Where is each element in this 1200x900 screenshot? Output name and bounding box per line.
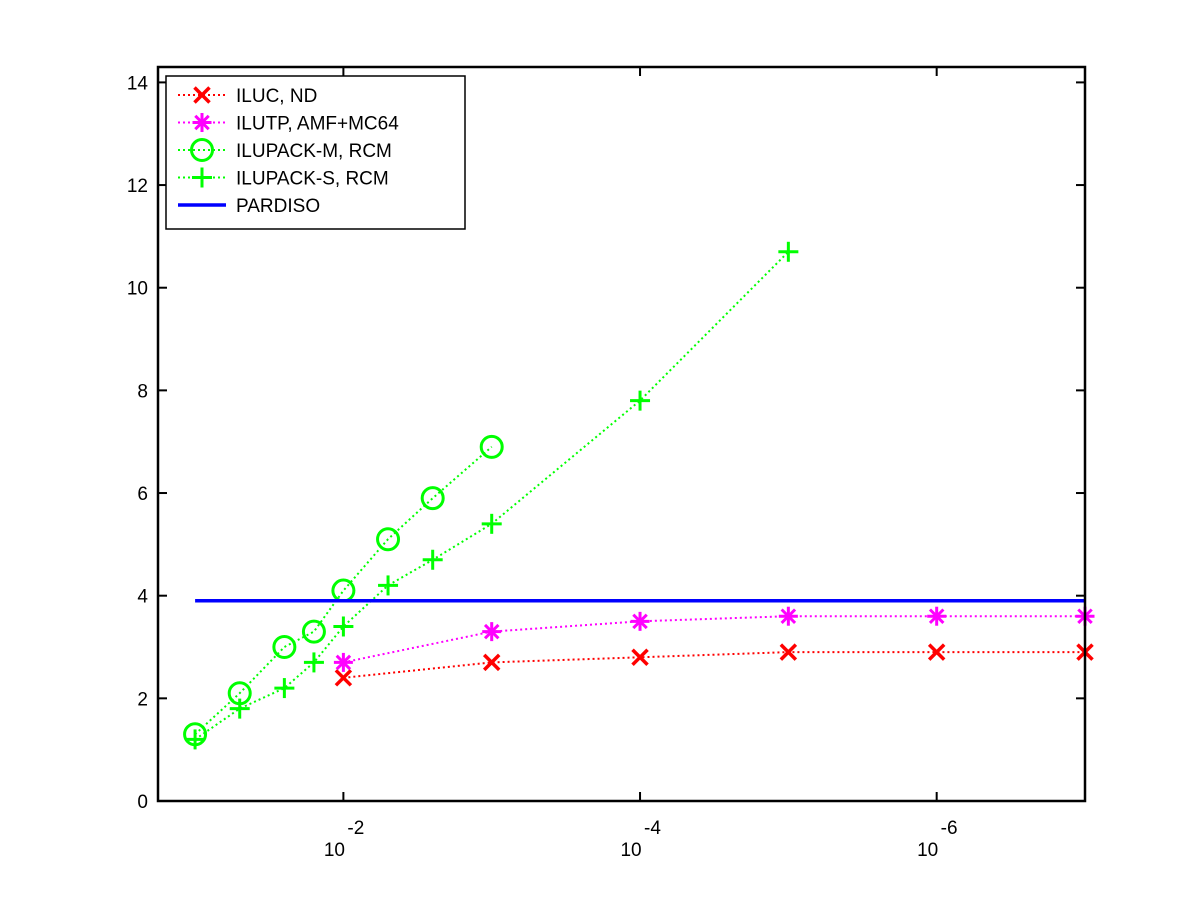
data-point [482,653,501,672]
data-point [333,616,354,637]
data-point [479,434,504,459]
data-point [301,619,326,644]
y-tick-label: 14 [127,73,149,94]
legend: ILUC, ND ILUTP, AMF+MC64 ILUPACK-M, RCM ILU… [165,75,466,230]
series-line [343,651,1085,679]
data-point [185,729,206,750]
data-point [333,652,353,672]
legend-item: PARDISO [178,196,320,217]
data-point [778,241,799,262]
series-line [343,615,1085,664]
data-point [303,652,324,673]
data-point [630,390,651,411]
x-tick-exponent: -2 [347,818,364,839]
x-tick-base: 10 [917,840,938,861]
plot-marks [183,241,1095,750]
x-tick-base: 10 [324,840,345,861]
legend-label: PARDISO [236,196,320,217]
data-point [274,678,295,699]
data-point [334,669,353,687]
data-point [481,513,502,534]
data-point [778,606,798,626]
x-tick-exponent: -6 [941,818,958,839]
legend-label: ILUC, ND [236,86,317,107]
data-point [630,611,650,631]
data-point [482,622,502,642]
y-tick-label: 0 [137,792,148,813]
legend-marker [193,86,211,104]
legend-label: ILUPACK-M, RCM [236,141,392,162]
data-point [229,698,250,719]
y-tick-label: 4 [137,587,148,608]
data-point [927,643,946,661]
data-point [272,635,297,660]
legend-label: ILUPACK-S, RCM [236,169,389,190]
y-tick-label: 12 [127,176,148,197]
series-line [194,251,790,741]
legend-item: ILUPACK-M, RCM [178,138,392,162]
axes-box [156,65,1087,803]
legend-item: ILUTP, AMF+MC64 [178,113,399,135]
legend-item: ILUC, ND [178,86,317,107]
x-tick-base: 10 [620,840,641,861]
data-point [378,575,399,596]
y-tick-label: 10 [127,279,148,300]
legend-label: ILUTP, AMF+MC64 [236,114,399,135]
data-point [420,486,445,511]
y-tick-label: 6 [137,484,148,505]
legend-marker [192,167,212,188]
data-point [927,606,947,626]
legend-marker [190,138,214,162]
data-point [779,643,798,661]
legend-item: ILUPACK-S, RCM [178,167,389,190]
data-point [631,648,649,667]
y-tick-label: 8 [137,381,148,402]
data-point [376,527,401,552]
series-3 [185,241,799,750]
data-point [422,549,443,570]
legend-marker [192,113,212,132]
x-tick-exponent: -4 [644,818,661,839]
y-tick-label: 2 [137,689,148,710]
